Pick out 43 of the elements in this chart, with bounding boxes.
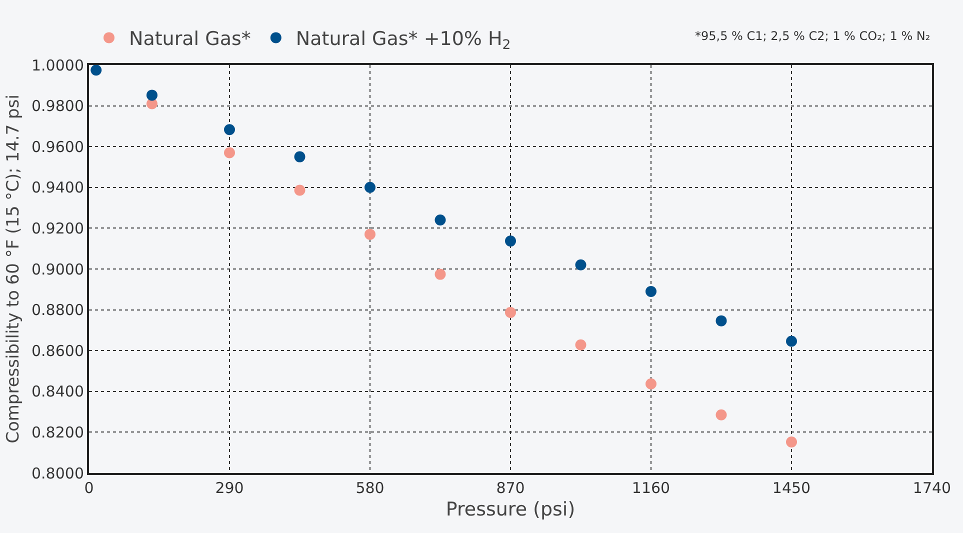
point [224,124,235,136]
y-tick-label: 0.8600 [32,342,84,360]
x-tick-label: 1160 [632,479,670,497]
point [575,259,586,270]
point [224,147,235,158]
point [786,436,797,448]
y-tick-label: 0.9800 [32,97,84,116]
point [716,409,727,420]
point [786,336,797,347]
x-tick-label: 290 [215,479,244,497]
legend-label: Natural Gas* +10% H$_{2}$ [296,28,511,54]
y-tick-label: 0.9400 [32,178,84,197]
x-tick-label: 1740 [912,479,952,497]
y-axis-title: Compressibility to 60 °F (15 °C); 14.7 psi [4,94,24,444]
point [575,339,586,350]
point [716,315,727,326]
point [646,286,656,297]
x-tick-label: 0 [84,479,94,497]
y-tick-label: 0.8800 [32,301,84,320]
point [146,90,158,101]
point [364,182,376,193]
y-tick-label: 0.8000 [32,464,84,482]
legend-label: Natural Gas* [129,28,251,50]
text: *95,5 % C1; 2,5 % C2; 1 % CO₂; 1 % N₂ [695,29,930,43]
y-tick-label: 0.9200 [32,219,84,238]
point [434,268,446,280]
point [434,214,446,226]
point [90,64,102,76]
x-axis-title: Pressure (psi) [446,498,576,520]
y-tick-label: 0.8400 [32,382,84,401]
y-tick-label: 0.9000 [32,260,84,278]
point [646,378,656,390]
point [294,184,306,196]
y-tick-label: 0.8200 [32,423,84,442]
y-tick-label: 0.9600 [32,138,84,156]
point [505,236,516,247]
point [294,151,306,162]
point [505,306,516,318]
x-tick-label: 870 [496,479,525,497]
y-tick-label: 1.0000 [32,56,84,74]
x-tick-label: 580 [356,479,384,497]
point [364,228,376,240]
x-tick-label: 1450 [772,479,811,497]
